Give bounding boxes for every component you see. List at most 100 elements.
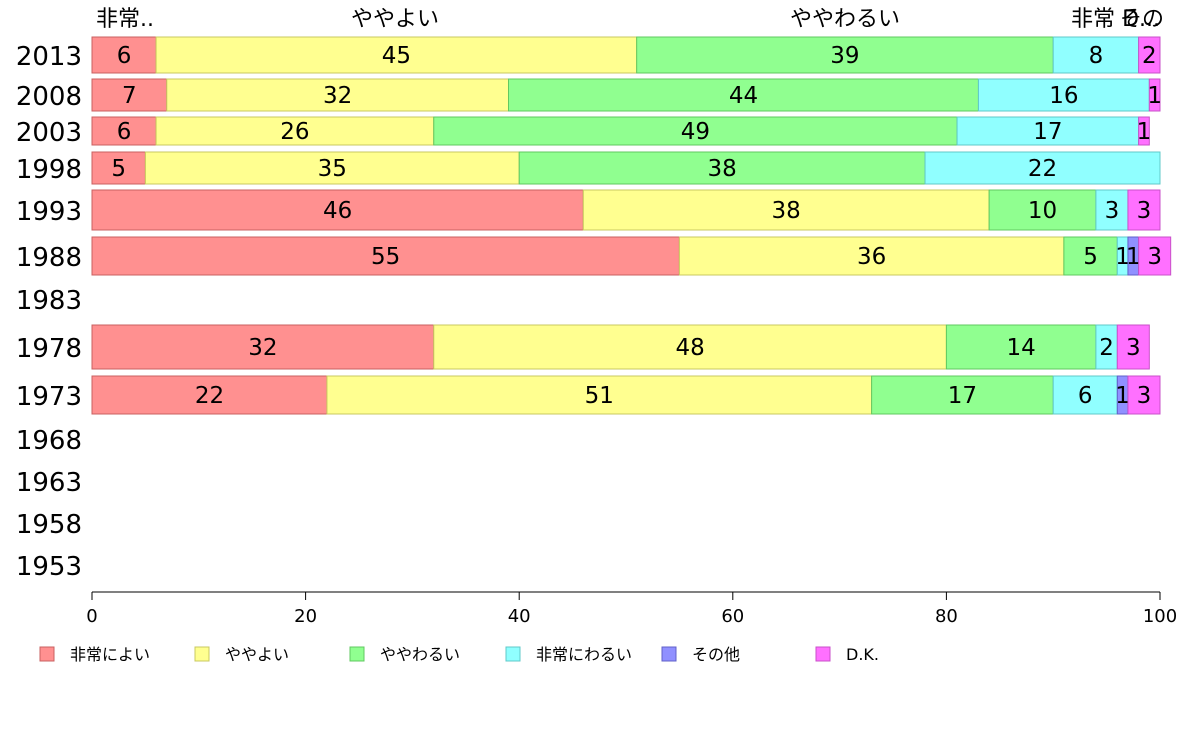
bar-2013-seg-3 — [1052, 36, 1140, 74]
bar-1998-seg-1 — [144, 151, 520, 185]
bar-1988-seg-1 — [678, 236, 1065, 276]
data-label-2008-0: 7 — [122, 83, 137, 109]
x-tick-label-100: 100 — [1143, 606, 1177, 627]
data-label-1988-3: 1 — [1115, 244, 1130, 270]
legend-swatch-4 — [661, 646, 677, 662]
bar-1988-seg-0 — [91, 236, 680, 276]
bar-1973-seg-0 — [91, 375, 328, 415]
data-label-1978-5: 3 — [1126, 335, 1141, 361]
data-label-2013-1: 45 — [382, 43, 411, 69]
bar-2013-seg-1 — [155, 36, 638, 74]
bar-1998-seg-3 — [924, 151, 1161, 185]
bar-2008-seg-5 — [1148, 78, 1161, 112]
top-label-5: D... — [1122, 7, 1160, 32]
legend-label-5: D.K. — [846, 645, 879, 664]
top-label-3: 非常 — [1071, 7, 1115, 32]
year-label-2003: 2003 — [16, 118, 82, 148]
bar-1978-seg-2 — [945, 324, 1097, 370]
legend-label-2: ややわるい — [380, 645, 460, 664]
data-label-1988-0: 55 — [371, 244, 400, 270]
data-label-1993-0: 46 — [323, 198, 352, 224]
data-label-2003-2: 49 — [681, 119, 710, 145]
data-label-2008-1: 32 — [323, 83, 352, 109]
data-label-1988-2: 5 — [1083, 244, 1098, 270]
year-label-1988: 1988 — [16, 243, 82, 273]
bar-1973-seg-2 — [871, 375, 1054, 415]
year-label-1983: 1983 — [16, 286, 82, 316]
top-label-2: ややわるい — [790, 7, 900, 32]
bar-1993-seg-5 — [1127, 189, 1161, 231]
data-label-1998-1: 35 — [318, 156, 347, 182]
data-label-1978-1: 48 — [675, 335, 704, 361]
legend-label-4: その他 — [692, 645, 740, 664]
data-label-2008-5: 1 — [1147, 83, 1162, 109]
bar-2003-seg-2 — [433, 116, 958, 146]
year-label-1973: 1973 — [16, 382, 82, 412]
year-label-1958: 1958 — [16, 510, 82, 540]
bar-1993-seg-3 — [1095, 189, 1129, 231]
bar-2008-seg-3 — [977, 78, 1150, 112]
data-label-2003-5: 1 — [1137, 119, 1152, 145]
year-label-1993: 1993 — [16, 197, 82, 227]
top-label-1: ややよい — [351, 7, 439, 32]
data-label-1988-4: 1 — [1126, 244, 1141, 270]
bar-2008-seg-1 — [166, 78, 510, 112]
top-label-4: その — [1120, 7, 1164, 32]
x-tick-label-80: 80 — [935, 606, 958, 627]
bar-1973-seg-5 — [1127, 375, 1161, 415]
x-axis: 0 20 40 60 80 100 — [86, 591, 1177, 627]
x-tick-label-20: 20 — [294, 606, 317, 627]
bar-2008-seg-0 — [91, 78, 168, 112]
legend-swatch-0 — [39, 646, 55, 662]
bar-1978-seg-0 — [91, 324, 435, 370]
x-tick-label-0: 0 — [86, 606, 97, 627]
data-label-1998-0: 5 — [111, 156, 126, 182]
bar-2008-seg-2 — [508, 78, 979, 112]
year-label-1998: 1998 — [16, 155, 82, 185]
bar-2003-seg-5 — [1138, 116, 1150, 146]
data-label-1998-2: 38 — [707, 156, 736, 182]
bar-1993-seg-0 — [91, 189, 584, 231]
data-label-1993-3: 3 — [1105, 198, 1120, 224]
data-label-2008-3: 16 — [1049, 83, 1078, 109]
bar-2013-seg-2 — [636, 36, 1054, 74]
legend-label-3: 非常にわるい — [536, 645, 632, 664]
x-tick-label-40: 40 — [508, 606, 531, 627]
data-label-2003-1: 26 — [280, 119, 309, 145]
data-label-1973-1: 51 — [585, 383, 614, 409]
legend-swatch-2 — [349, 646, 365, 662]
bar-2003-seg-3 — [956, 116, 1140, 146]
data-label-2013-3: 8 — [1089, 43, 1104, 69]
year-label-1963: 1963 — [16, 468, 82, 498]
legend-swatch-3 — [505, 646, 521, 662]
data-label-1993-2: 10 — [1028, 198, 1057, 224]
data-label-2003-3: 17 — [1033, 119, 1062, 145]
data-label-1998-3: 22 — [1028, 156, 1057, 182]
year-label-2008: 2008 — [16, 82, 82, 112]
data-label-1973-2: 17 — [948, 383, 977, 409]
data-label-1978-0: 32 — [248, 335, 277, 361]
bar-1978-seg-1 — [433, 324, 947, 370]
legend-swatch-5 — [815, 646, 831, 662]
top-label-0: 非常.. — [96, 7, 154, 32]
bar-1998-seg-2 — [518, 151, 926, 185]
x-tick-label-60: 60 — [721, 606, 744, 627]
bar-1993-seg-1 — [582, 189, 990, 231]
data-label-1973-4: 1 — [1115, 383, 1130, 409]
data-label-2008-2: 44 — [729, 83, 758, 109]
legend: 非常によい ややよい ややわるい 非常にわるい その他 D.K. — [39, 645, 879, 664]
year-label-1953: 1953 — [16, 552, 82, 582]
data-label-1993-5: 3 — [1137, 198, 1152, 224]
legend-swatch-1 — [194, 646, 210, 662]
year-label-1978: 1978 — [16, 334, 82, 364]
bar-2013-seg-0 — [91, 36, 157, 74]
top-category-labels: 非常.. ややよい ややわるい 非常 そのD... — [96, 7, 1164, 32]
bar-1993-seg-2 — [988, 189, 1097, 231]
data-label-2013-5: 2 — [1142, 43, 1157, 69]
year-axis-labels: 2013 2008 2003 1998 1993 1988 1983 1978 1973 1968… — [16, 42, 82, 582]
data-label-1978-2: 14 — [1007, 335, 1036, 361]
year-label-1968: 1968 — [16, 426, 82, 456]
data-label-1978-3: 2 — [1099, 335, 1114, 361]
